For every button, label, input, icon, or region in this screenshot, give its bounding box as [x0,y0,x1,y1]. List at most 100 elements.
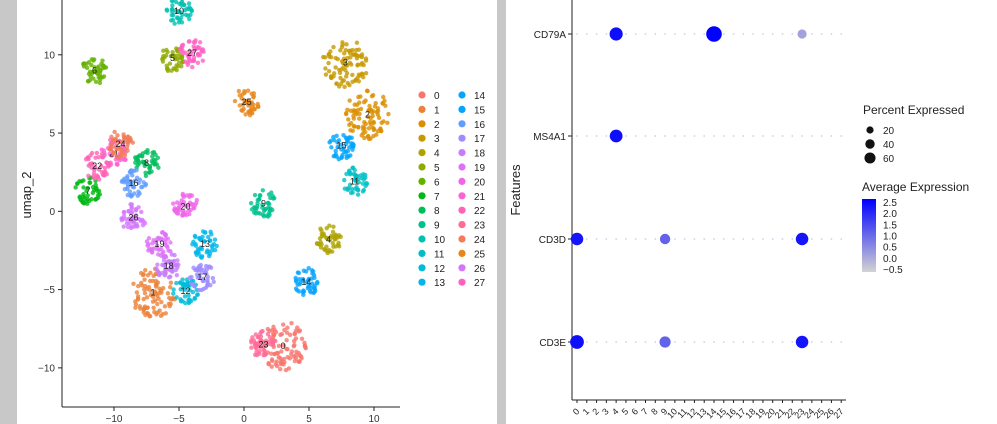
umap-point [205,248,210,253]
color-legend-bar [862,199,876,272]
dotplot-background-dot [771,238,774,240]
umap-point [193,243,199,248]
umap-point [363,58,369,63]
umap-point [242,90,247,96]
umap-cluster-label: 4 [326,235,331,245]
umap-point [135,193,140,198]
umap-point [180,277,185,282]
umap-cluster-8 [133,148,161,179]
umap-point [174,280,179,286]
umap-point [129,205,134,210]
umap-point [303,269,309,274]
umap-point [307,284,312,289]
umap-cluster-label: 13 [200,239,210,249]
umap-point [356,94,361,100]
umap-point [348,153,353,158]
umap-point [262,350,267,356]
color-legend-tick-label: 1.0 [883,232,897,243]
umap-point [293,278,299,283]
umap-point [375,108,381,114]
umap-legend-label: 25 [474,249,486,260]
umap-point [174,67,179,73]
umap-cluster-10 [164,0,195,26]
umap-point [165,68,171,74]
umap-cluster-16 [119,167,149,199]
umap-point [147,170,152,175]
umap-point [242,98,247,104]
umap-point [95,66,101,71]
umap-point [249,338,254,343]
umap-cluster-label: 19 [154,239,164,249]
umap-point [328,138,333,144]
umap-point [350,147,355,152]
dotplot-background-dot [762,238,764,240]
umap-point [293,355,299,361]
umap-point [187,211,192,217]
umap-legend-swatch [458,91,466,99]
umap-cluster-label: 18 [164,261,174,271]
umap-point [146,236,152,241]
umap-legend-label: 5 [434,163,440,174]
umap-point [196,273,202,279]
umap-point [148,270,153,275]
umap-point [344,110,349,116]
color-legend-title: Average Expression [862,180,969,194]
umap-point [189,202,194,207]
umap-point [334,81,339,86]
umap-point [175,211,181,216]
umap-point [120,138,126,144]
umap-point [339,142,344,147]
umap-point [191,282,197,288]
umap-point [385,120,390,125]
umap-point [144,239,150,244]
color-legend: Average Expression 2.52.01.51.00.50.0−0.5 [862,180,969,276]
umap-point [119,153,124,159]
umap-point [160,286,166,291]
umap-point [144,295,150,300]
size-legend-dot [864,152,876,164]
umap-point [366,126,372,131]
umap-point [368,107,373,112]
umap-cluster-3 [321,40,369,90]
size-legend: Percent Expressed 20 40 60 [863,103,964,165]
dotplot-background-dot [615,341,618,343]
umap-point [281,343,287,348]
umap-point [155,293,160,299]
umap-point [322,246,327,252]
umap-point [357,111,362,117]
umap-point [344,153,350,158]
umap-point [135,158,141,164]
umap-point [344,74,349,79]
umap-point [269,357,275,362]
umap-point [115,133,120,138]
umap-point [180,42,186,48]
dotplot-background-dot [605,33,608,35]
dotplot-y-axis-label: Features [508,164,523,216]
umap-point [88,74,93,79]
umap-point [167,295,172,301]
umap-point [160,56,165,62]
umap-legend-label: 17 [474,134,486,145]
umap-point [259,329,264,334]
umap-legend-label: 0 [434,91,440,102]
umap-point [173,267,179,273]
umap-point [328,74,334,80]
umap-cluster-label: 1 [150,288,155,298]
umap-point [167,304,172,309]
umap-point [261,347,266,352]
umap-legend-label: 7 [434,192,440,203]
umap-point [212,237,218,242]
umap-legend-label: 22 [474,206,486,217]
umap-point [348,120,354,126]
umap-cluster-27 [177,38,206,70]
umap-legend-swatch [418,221,426,229]
umap-point [342,177,347,183]
umap-x-tick-label: 0 [241,414,247,424]
dotplot-background-dot [820,135,823,137]
umap-cluster-label: 12 [180,286,190,296]
umap-legend-label: 3 [434,134,440,145]
umap-point [125,224,131,230]
umap-point [155,246,160,252]
dotplot-feature-label: CD79A [534,30,567,41]
umap-point [334,133,339,139]
